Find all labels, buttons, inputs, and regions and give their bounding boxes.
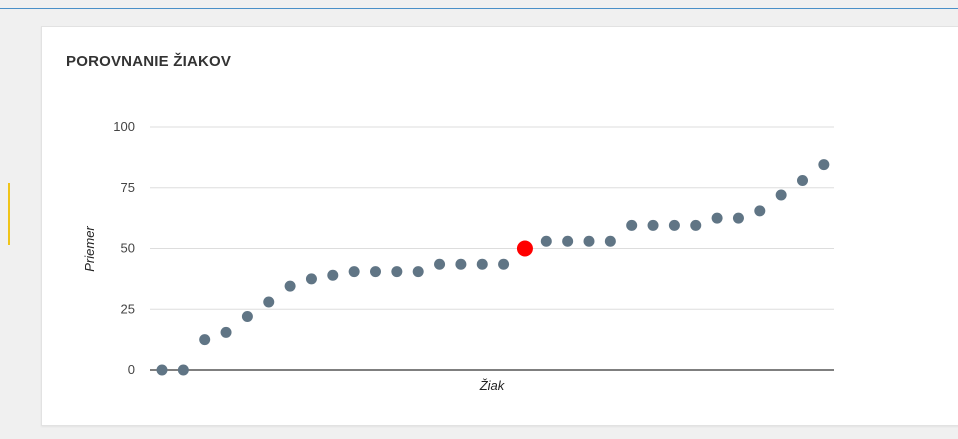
data-point[interactable] [797,174,808,186]
data-point[interactable] [177,364,189,376]
data-point[interactable] [498,258,510,270]
data-point[interactable] [690,219,702,231]
left-accent-bar [8,183,10,245]
data-point[interactable] [412,266,424,278]
data-point[interactable] [263,296,275,308]
data-point[interactable] [647,219,659,231]
y-tick-label: 25 [121,301,135,316]
chart-card: POROVNANIE ŽIAKOV 0 25 50 75 100 Žiak Prieme… [41,26,958,426]
y-tick-label: 0 [128,362,135,377]
data-point[interactable] [305,273,317,285]
highlighted-data-point[interactable] [516,240,533,257]
data-point[interactable] [732,212,744,224]
y-axis-tick-labels: 0 25 50 75 100 [113,119,135,377]
data-point[interactable] [754,205,766,217]
data-point[interactable] [220,326,232,338]
data-point[interactable] [434,258,446,270]
data-point[interactable] [540,235,552,247]
data-point[interactable] [562,235,574,247]
data-point[interactable] [583,235,595,247]
data-point[interactable] [348,266,360,278]
data-point[interactable] [284,280,296,292]
data-point[interactable] [711,212,723,224]
data-point[interactable] [604,235,616,247]
data-point[interactable] [455,258,467,270]
scatter-chart: 0 25 50 75 100 Žiak Priemer [82,119,834,393]
data-points [156,159,830,376]
data-point[interactable] [391,266,403,278]
data-point[interactable] [327,269,339,281]
data-point[interactable] [199,334,211,346]
chart-title: POROVNANIE ŽIAKOV [66,53,232,70]
top-border-line [0,8,958,9]
y-tick-label: 75 [121,180,135,195]
data-point[interactable] [476,258,488,270]
data-point[interactable] [156,364,168,376]
y-tick-label: 50 [121,241,135,256]
data-point[interactable] [668,219,680,231]
data-point[interactable] [241,311,253,323]
data-point[interactable] [775,189,787,201]
data-point[interactable] [818,159,830,171]
y-axis-title: Priemer [82,226,97,272]
x-axis-title: Žiak [479,378,506,393]
grid-layer [150,126,834,371]
data-point[interactable] [626,219,638,231]
y-tick-label: 100 [113,119,135,134]
data-point[interactable] [370,266,381,278]
